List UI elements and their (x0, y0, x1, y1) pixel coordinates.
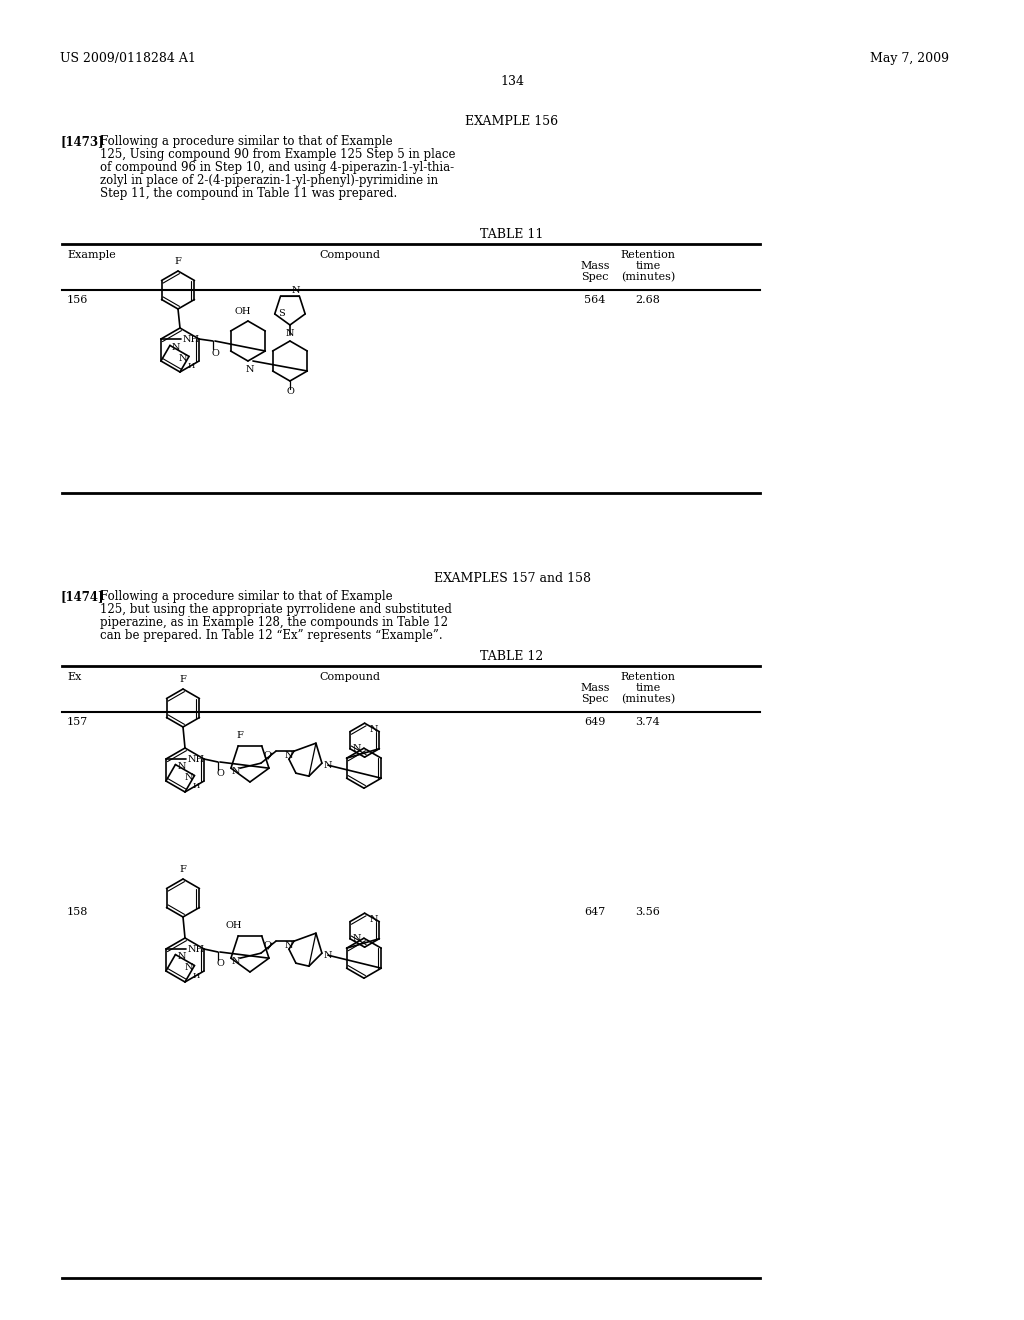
Text: 2.68: 2.68 (636, 294, 660, 305)
Text: Mass: Mass (581, 682, 609, 693)
Text: Retention: Retention (621, 672, 676, 682)
Text: 158: 158 (67, 907, 88, 917)
Text: 3.74: 3.74 (636, 717, 660, 727)
Text: [1473]: [1473] (60, 135, 103, 148)
Text: N: N (246, 364, 254, 374)
Text: H: H (193, 972, 200, 979)
Text: time: time (635, 682, 660, 693)
Text: (minutes): (minutes) (621, 272, 675, 282)
Text: N: N (231, 767, 241, 776)
Text: Example: Example (67, 249, 116, 260)
Text: 3.56: 3.56 (636, 907, 660, 917)
Text: F: F (179, 866, 186, 874)
Text: zolyl in place of 2-(4-piperazin-1-yl-phenyl)-pyrimidine in: zolyl in place of 2-(4-piperazin-1-yl-ph… (100, 174, 438, 187)
Text: OH: OH (234, 306, 251, 315)
Text: 125, but using the appropriate pyrrolidene and substituted: 125, but using the appropriate pyrrolide… (100, 603, 452, 616)
Text: US 2009/0118284 A1: US 2009/0118284 A1 (60, 51, 196, 65)
Text: H: H (187, 363, 195, 371)
Text: of compound 96 in Step 10, and using 4-piperazin-1-yl-thia-: of compound 96 in Step 10, and using 4-p… (100, 161, 454, 174)
Text: NH: NH (187, 755, 205, 763)
Text: EXAMPLE 156: EXAMPLE 156 (466, 115, 558, 128)
Text: [1474]: [1474] (60, 590, 103, 603)
Text: Following a procedure similar to that of Example: Following a procedure similar to that of… (100, 135, 392, 148)
Text: N: N (177, 762, 185, 771)
Text: May 7, 2009: May 7, 2009 (870, 51, 949, 65)
Text: 125, Using compound 90 from Example 125 Step 5 in place: 125, Using compound 90 from Example 125 … (100, 148, 456, 161)
Text: time: time (635, 261, 660, 271)
Text: N: N (324, 950, 332, 960)
Text: N: N (184, 774, 193, 781)
Text: N: N (291, 285, 300, 294)
Text: Following a procedure similar to that of Example: Following a procedure similar to that of… (100, 590, 392, 603)
Text: Ex: Ex (67, 672, 81, 682)
Text: piperazine, as in Example 128, the compounds in Table 12: piperazine, as in Example 128, the compo… (100, 616, 449, 630)
Text: Spec: Spec (582, 272, 608, 282)
Text: N: N (324, 760, 332, 770)
Text: N: N (369, 915, 378, 924)
Text: N: N (179, 354, 187, 363)
Text: N: N (285, 941, 293, 949)
Text: N: N (352, 935, 361, 944)
Text: S: S (279, 309, 285, 318)
Text: F: F (237, 731, 244, 741)
Text: N: N (369, 725, 378, 734)
Text: N: N (177, 952, 185, 961)
Text: N: N (231, 957, 241, 966)
Text: NH: NH (182, 334, 200, 343)
Text: 647: 647 (585, 907, 605, 917)
Text: O: O (264, 941, 271, 949)
Text: Compound: Compound (319, 672, 381, 682)
Text: Spec: Spec (582, 694, 608, 704)
Text: F: F (179, 676, 186, 685)
Text: O: O (286, 387, 294, 396)
Text: O: O (216, 770, 224, 779)
Text: (minutes): (minutes) (621, 694, 675, 705)
Text: 156: 156 (67, 294, 88, 305)
Text: H: H (193, 781, 200, 789)
Text: Mass: Mass (581, 261, 609, 271)
Text: 157: 157 (67, 717, 88, 727)
Text: O: O (211, 348, 219, 358)
Text: F: F (174, 257, 181, 267)
Text: NH: NH (187, 945, 205, 953)
Text: EXAMPLES 157 and 158: EXAMPLES 157 and 158 (433, 572, 591, 585)
Text: 134: 134 (500, 75, 524, 88)
Text: 564: 564 (585, 294, 605, 305)
Text: N: N (172, 343, 180, 352)
Text: O: O (264, 751, 271, 760)
Text: Retention: Retention (621, 249, 676, 260)
Text: N: N (184, 964, 193, 972)
Text: Compound: Compound (319, 249, 381, 260)
Text: O: O (216, 960, 224, 969)
Text: TABLE 12: TABLE 12 (480, 649, 544, 663)
Text: Step 11, the compound in Table 11 was prepared.: Step 11, the compound in Table 11 was pr… (100, 187, 397, 201)
Text: N: N (352, 744, 361, 754)
Text: N: N (286, 329, 294, 338)
Text: N: N (285, 751, 293, 760)
Text: OH: OH (226, 921, 243, 931)
Text: TABLE 11: TABLE 11 (480, 228, 544, 242)
Text: 649: 649 (585, 717, 605, 727)
Text: can be prepared. In Table 12 “Ex” represents “Example”.: can be prepared. In Table 12 “Ex” repres… (100, 630, 442, 642)
